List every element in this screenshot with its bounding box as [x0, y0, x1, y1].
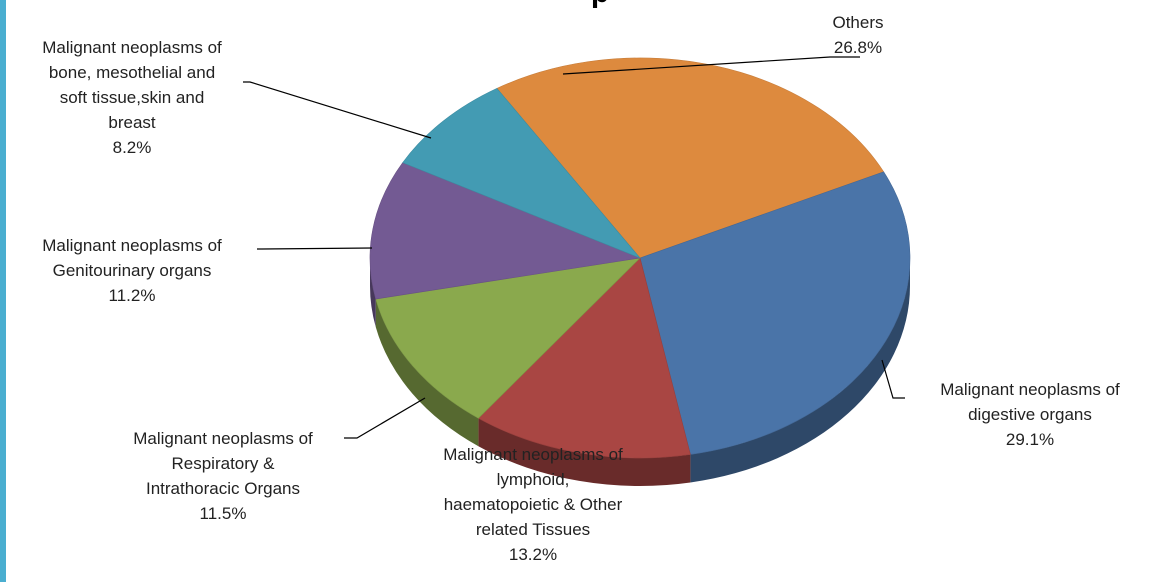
slice-label-1: digestive organs: [968, 405, 1092, 424]
slice-side-2: [478, 418, 691, 486]
leader-line-4: [257, 247, 373, 250]
leader-lines: [243, 56, 905, 439]
slice-labels: Others 26.8% Malignant neoplasms of digesti…: [42, 13, 1120, 564]
slice-label-5: Malignant neoplasms of: [42, 38, 222, 57]
slice-label-1: Malignant neoplasms of: [940, 380, 1120, 399]
pie-slices: [369, 57, 911, 459]
slice-2: [477, 257, 691, 459]
slice-4: [369, 162, 642, 300]
pie-sides: [370, 258, 910, 486]
slice-label-2: related Tissues: [476, 520, 590, 539]
slice-side-4: [370, 258, 376, 328]
slice-3: [375, 257, 641, 419]
slice-value-label-5: 8.2%: [113, 138, 152, 157]
leader-line-3: [344, 397, 426, 439]
chart-title: p: [520, 0, 680, 8]
slice-value-label-3: 11.5%: [200, 504, 247, 523]
slice-5: [402, 88, 641, 259]
slice-label-4: Genitourinary organs: [53, 261, 212, 280]
slice-label-5: breast: [108, 113, 156, 132]
slice-side-3: [375, 299, 479, 447]
slice-label-3: Respiratory &: [172, 454, 276, 473]
slice-0: [496, 57, 885, 259]
slice-label-2: Malignant neoplasms of: [443, 445, 623, 464]
slice-value-label-0: 26.8%: [834, 38, 882, 57]
slice-label-4: Malignant neoplasms of: [42, 236, 222, 255]
slice-label-5: bone, mesothelial and: [49, 63, 215, 82]
leader-line-5: [243, 81, 432, 139]
slice-1: [639, 171, 911, 455]
slice-label-2: lymphoid,: [497, 470, 570, 489]
slice-value-label-2: 13.2%: [509, 545, 557, 564]
leader-line-1: [881, 359, 905, 399]
slice-label-3: Intrathoracic Organs: [146, 479, 300, 498]
slice-label-5: soft tissue,skin and: [60, 88, 205, 107]
slice-label-2: haematopoietic & Other: [444, 495, 623, 514]
left-border: [0, 0, 6, 582]
slice-value-label-1: 29.1%: [1006, 430, 1054, 449]
leader-line-0: [562, 56, 860, 75]
slice-value-label-4: 11.2%: [109, 286, 156, 305]
slice-label-3: Malignant neoplasms of: [133, 429, 313, 448]
slice-label-0: Others: [832, 13, 883, 32]
slice-side-1: [690, 258, 910, 483]
